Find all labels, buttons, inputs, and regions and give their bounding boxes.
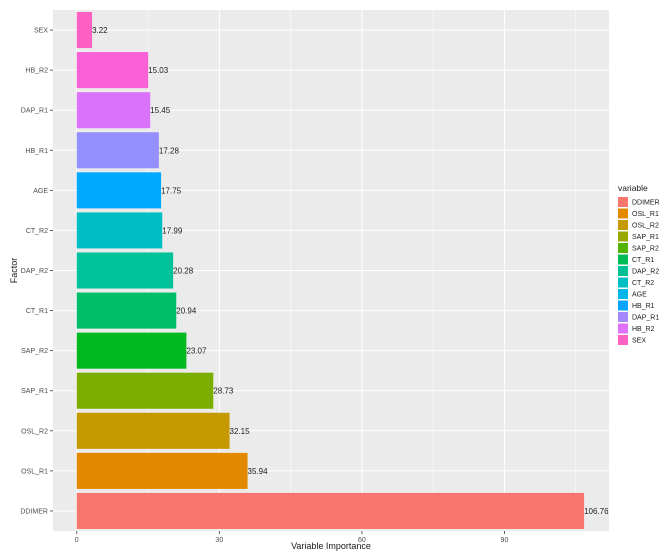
legend-key [618, 197, 628, 207]
data-label: 28.73 [213, 387, 234, 396]
bar-sex [76, 12, 93, 49]
legend-title: variable [618, 183, 648, 193]
y-tick-label: CT_R1 [26, 308, 48, 315]
gridlines [53, 10, 609, 531]
y-tick-label: SEX [34, 28, 48, 35]
y-axis: SEX HB_R2 DAP_R1 HB_R1 AGE CT_R2 DAP_R2 CT_R1 SA… [20, 28, 53, 515]
data-labels: 3.22 15.03 15.45 17.28 17.75 17.99 20.28 20.94 2… [92, 26, 609, 516]
legend-label: SEX [632, 338, 646, 345]
legend-label: OSL_R2 [632, 223, 659, 230]
legend-label: DAP_R1 [632, 315, 659, 322]
x-tick-label: 0 [75, 537, 79, 544]
data-label: 20.94 [176, 307, 197, 316]
legend-label: SAP_R1 [632, 234, 659, 241]
legend-key [618, 231, 628, 242]
y-tick-label: CT_R2 [26, 228, 48, 235]
y-tick-label: DAP_R2 [21, 268, 48, 275]
legend-key [618, 335, 628, 345]
legend-label: CT_R1 [632, 257, 654, 264]
y-tick-label: DAP_R1 [21, 108, 48, 115]
bar-ddimer [76, 492, 585, 529]
bar-sap-r1 [76, 372, 214, 409]
legend-label: CT_R2 [632, 280, 654, 287]
data-label: 17.99 [162, 226, 183, 235]
y-tick-label: AGE [33, 188, 48, 195]
legend-key [618, 243, 628, 253]
legend-key [618, 300, 628, 311]
legend-key [618, 277, 628, 288]
x-axis-title: Variable Importance [291, 541, 371, 551]
y-tick-label: DDIMER [20, 508, 48, 515]
legend-key [618, 208, 628, 219]
legend-key [618, 266, 628, 276]
y-tick-label: SAP_R2 [21, 348, 48, 355]
bar-osl-r2 [76, 412, 230, 449]
data-label: 15.03 [148, 66, 169, 75]
legend-key [618, 312, 628, 322]
data-label: 20.28 [173, 267, 194, 276]
y-axis-title: Factor [9, 258, 19, 284]
y-tick-label: OSL_R2 [21, 428, 48, 435]
legend-key [618, 289, 628, 299]
bar-ct-r2 [76, 212, 163, 249]
bar-osl-r1 [76, 452, 248, 489]
x-axis: 0 30 60 90 [75, 531, 509, 544]
data-label: 17.75 [161, 186, 182, 195]
y-tick-label: OSL_R1 [21, 468, 48, 475]
y-tick-label: SAP_R1 [21, 388, 48, 395]
legend: variable DDIMER OSL_R1 OSL_R2 SAP_R1 SAP_R2 C… [618, 183, 660, 345]
legend-label: HB_R2 [632, 326, 655, 333]
legend-key [618, 254, 628, 265]
legend-label: SAP_R2 [632, 246, 659, 253]
bar-sap-r2 [76, 332, 187, 369]
legend-label: HB_R1 [632, 303, 655, 310]
bars [76, 12, 585, 529]
legend-label: DAP_R2 [632, 269, 659, 276]
data-label: 32.15 [230, 427, 251, 436]
legend-key [618, 220, 628, 230]
x-tick-label: 60 [358, 537, 366, 544]
data-label: 106.76 [584, 507, 609, 516]
data-label: 23.07 [186, 347, 207, 356]
data-label: 35.94 [248, 467, 269, 476]
bar-dap-r2 [76, 252, 174, 289]
y-tick-label: HB_R2 [25, 68, 48, 75]
legend-label: AGE [632, 292, 647, 299]
legend-label: DDIMER [632, 200, 660, 207]
legend-label: OSL_R1 [632, 211, 659, 218]
data-label: 15.45 [150, 106, 171, 115]
bar-hb-r2 [76, 52, 149, 89]
legend-key [618, 323, 628, 334]
data-label: 17.28 [159, 146, 180, 155]
bar-hb-r1 [76, 132, 159, 169]
bar-ct-r1 [76, 292, 177, 329]
data-label: 3.22 [92, 26, 108, 35]
bar-age [76, 172, 162, 209]
x-tick-label: 30 [215, 537, 223, 544]
y-tick-label: HB_R1 [25, 148, 48, 155]
x-tick-label: 90 [501, 537, 509, 544]
bar-dap-r1 [76, 92, 151, 129]
